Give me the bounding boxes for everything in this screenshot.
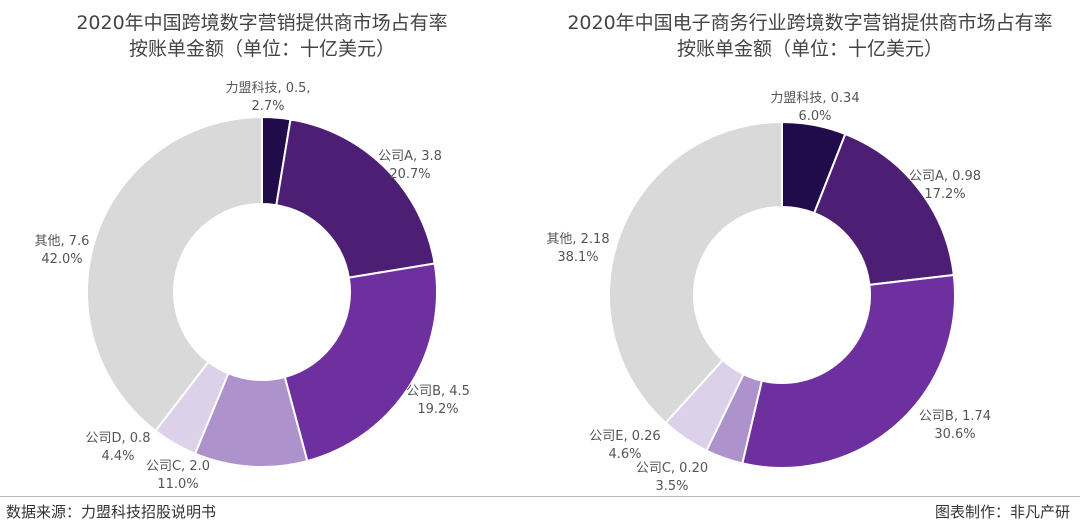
percent-label: 6.0% [798,109,831,124]
left-chart-title: 2020年中国跨境数字营销提供商市场占有率 按账单金额（单位：十亿美元） [2,10,522,62]
source-note: 数据来源：力盟科技招股说明书 [6,503,217,521]
percent-label: 30.6% [934,427,975,442]
slice-公司A [275,118,436,279]
data-label: 公司D, 0.8 [86,431,151,446]
data-label: 力盟科技, 0.34 [770,91,859,106]
data-label: 其他, 2.18 [546,232,609,247]
data-label: 公司B, 1.74 [919,409,991,424]
data-label: 力盟科技, 0.5, [225,81,310,96]
footer-divider [0,496,1080,497]
slice-公司B [283,262,438,463]
title-line: 2020年中国跨境数字营销提供商市场占有率 [76,12,448,34]
percent-label: 17.2% [924,187,965,202]
data-label: 公司C, 0.20 [636,461,708,476]
data-label: 公司C, 2.0 [146,459,210,474]
slice-公司B [741,273,956,469]
percent-label: 42.0% [41,252,82,267]
slice-其他 [608,120,783,425]
data-label: 公司A, 3.8 [378,149,442,164]
slice-公司A [812,132,955,286]
credit-note: 图表制作：非凡产研 [934,503,1070,521]
percent-label: 38.1% [557,250,598,265]
percent-label: 19.2% [417,402,458,417]
data-label: 公司B, 4.5 [406,384,470,399]
right-chart-title: 2020年中国电子商务行业跨境数字营销提供商市场占有率 按账单金额（单位：十亿美元… [540,10,1080,62]
title-line: 2020年中国电子商务行业跨境数字营销提供商市场占有率 [567,12,1053,34]
subtitle-line: 按账单金额（单位：十亿美元） [676,38,943,60]
percent-label: 3.5% [655,479,688,494]
data-label: 公司E, 0.26 [589,429,660,444]
percent-label: 4.4% [101,449,134,464]
percent-label: 2.7% [251,99,284,114]
subtitle-line: 按账单金额（单位：十亿美元） [128,38,395,60]
data-label: 其他, 7.6 [35,234,90,249]
slice-其他 [86,115,263,433]
data-label: 公司A, 0.98 [909,169,981,184]
percent-label: 4.6% [608,447,641,462]
percent-label: 11.0% [157,477,198,492]
percent-label: 20.7% [389,167,430,182]
